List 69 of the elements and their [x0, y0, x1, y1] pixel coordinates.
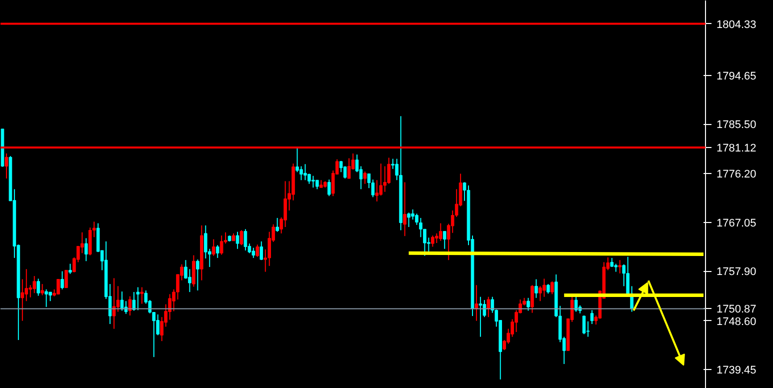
candlestick: [116, 286, 120, 312]
candlestick: [347, 158, 351, 180]
candlestick: [618, 260, 622, 274]
candlestick: [128, 296, 132, 316]
candlestick: [64, 270, 68, 288]
candlestick: [582, 314, 586, 335]
candlestick: [478, 296, 482, 338]
candlestick: [192, 254, 196, 288]
candlestick: [40, 284, 44, 296]
ref-line-label: 1781.12: [716, 142, 756, 154]
ref-line-label: 1804.33: [716, 18, 756, 31]
candlestick: [132, 292, 136, 312]
candlestick: [304, 164, 307, 181]
candlestick: [526, 297, 530, 312]
candlestick: [32, 276, 36, 294]
candlestick: [486, 296, 490, 318]
candlestick: [220, 235, 224, 256]
y-tick-label: 1767.05: [716, 217, 756, 230]
candlestick: [546, 284, 550, 294]
candlestick: [20, 278, 24, 322]
y-tick-label: 1776.20: [716, 168, 756, 181]
candlestick: [256, 244, 260, 258]
candlestick: [312, 175, 315, 188]
candlestick: [442, 230, 446, 250]
y-tick-label: 1739.45: [716, 364, 756, 377]
candlestick: [435, 232, 438, 244]
candlestick: [375, 180, 379, 202]
candlestick: [188, 268, 192, 293]
candlestick: [276, 217, 279, 232]
candlestick: [140, 286, 144, 304]
candlestick: [327, 179, 331, 197]
candlestick: [534, 278, 538, 298]
candlestick: [308, 173, 311, 184]
candlestick: [244, 228, 248, 251]
candlestick: [407, 212, 410, 228]
candlestick: [196, 259, 200, 291]
candlestick: [212, 238, 216, 256]
candlestick: [550, 280, 554, 295]
candlestick: [530, 284, 534, 314]
candlestick: [252, 247, 256, 258]
candlestick: [363, 171, 367, 184]
candlestick: [216, 244, 220, 258]
candlestick: [316, 180, 319, 190]
candlestick: [574, 295, 578, 312]
candlestick: [44, 288, 48, 308]
candlestick: [626, 256, 630, 296]
candlestick: [610, 257, 614, 268]
candlestick: [56, 278, 60, 295]
candlestick: [590, 310, 594, 325]
y-tick-label: 1757.90: [716, 266, 756, 278]
candlestick: [68, 263, 72, 274]
candlestick: [60, 270, 64, 290]
candlestick: [403, 182, 406, 237]
ref-line-label: 1750.87: [716, 304, 756, 316]
candlestick: [383, 166, 387, 192]
y-tick-label: 1785.50: [716, 119, 756, 132]
y-tick-label: 1748.60: [716, 316, 756, 328]
candlestick: [431, 235, 434, 248]
candlestick: [236, 231, 240, 250]
y-tick-label: 1794.65: [716, 70, 756, 82]
candlestick: [260, 240, 264, 261]
candlestick: [4, 152, 8, 180]
candlestick: [136, 286, 140, 311]
candlestick: [240, 230, 244, 246]
candlestick: [542, 278, 546, 298]
candlestick: [84, 238, 88, 262]
candlestick: [36, 278, 40, 296]
candlestick: [300, 166, 303, 181]
candlestick: [438, 222, 442, 242]
